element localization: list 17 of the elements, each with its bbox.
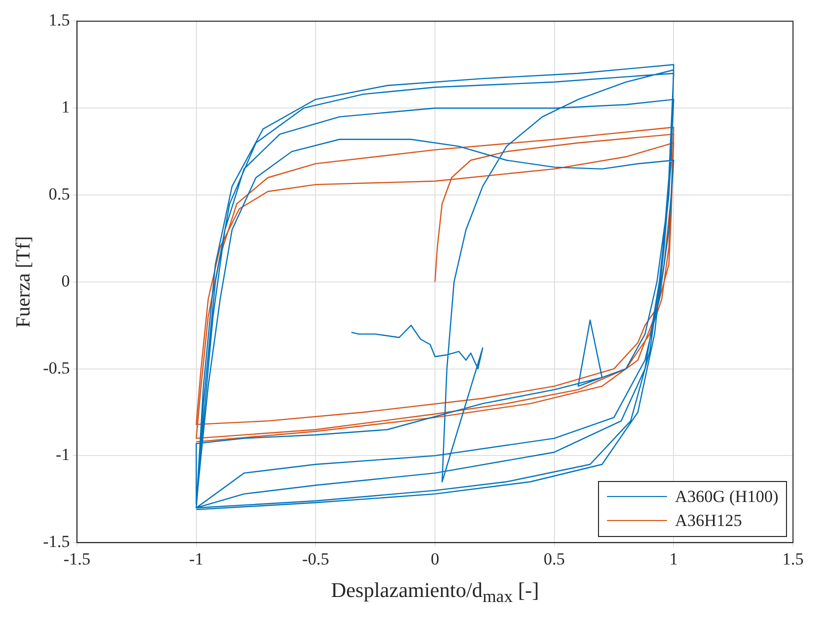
y-axis-title: Fuerza [Tf] bbox=[12, 236, 34, 328]
legend-label: A36H125 bbox=[675, 510, 742, 532]
x-tick-label: 0 bbox=[430, 549, 440, 568]
y-tick-label: 1.5 bbox=[48, 10, 70, 30]
y-tick-label: -1.5 bbox=[42, 532, 70, 552]
x-tick-label: 1 bbox=[669, 549, 678, 568]
y-tick-label: -0.5 bbox=[42, 358, 70, 378]
x-tick-label: -0.5 bbox=[302, 549, 330, 568]
legend-label: A360G (H100) bbox=[675, 486, 778, 508]
x-tick-label: 1.5 bbox=[782, 549, 804, 568]
y-tick-label: 0.5 bbox=[48, 184, 70, 204]
x-axis-title: Desplazamiento/d$_{max}$ [-] bbox=[330, 578, 540, 608]
x-tick-label: -1 bbox=[189, 549, 204, 568]
x-tick-label: 0.5 bbox=[544, 549, 565, 568]
y-tick-label: 1 bbox=[61, 98, 70, 117]
y-tick-label: 0 bbox=[61, 271, 70, 290]
y-tick-label: -1 bbox=[56, 445, 70, 464]
